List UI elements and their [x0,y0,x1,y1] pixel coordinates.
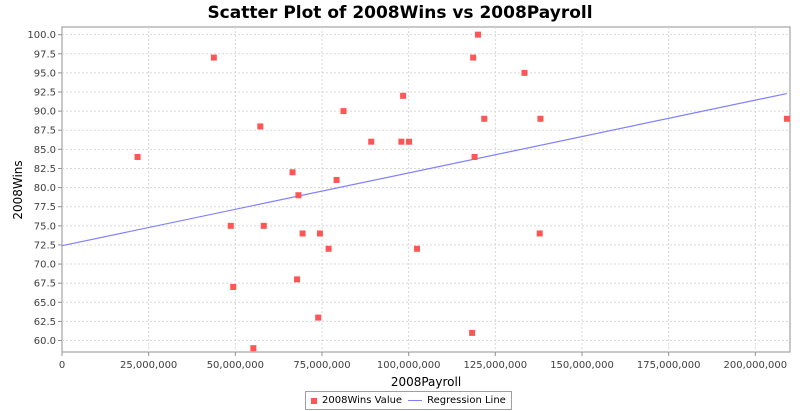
axis-ticks: 0 25,000,000 50,000,000 75,000,000 100,000,0… [27,30,787,371]
data-point [521,69,528,76]
data-point [400,92,407,99]
data-point [368,138,375,145]
grid [62,27,790,352]
regression-line [61,92,788,247]
data-point [299,230,306,237]
data-point [227,222,234,229]
data-point [469,329,476,336]
x-tick-label: 50,000,000 [207,360,264,371]
data-point [295,192,302,199]
data-point [537,115,544,122]
x-tick-label: 175,000,000 [637,360,701,371]
data-point [398,138,405,145]
y-tick-label: 100.0 [27,30,56,41]
y-tick-label: 82.5 [34,164,56,175]
data-point [340,108,347,115]
y-tick-label: 85.0 [34,145,56,156]
data-point [315,314,322,321]
data-point [536,230,543,237]
legend-item-regression: Regression Line [408,395,506,406]
y-tick-label: 90.0 [34,107,56,118]
y-tick-label: 97.5 [34,49,56,60]
data-point [230,284,237,290]
data-point [289,169,296,176]
x-tick-label: 0 [59,360,65,371]
chart-title: Scatter Plot of 2008Wins vs 2008Payroll [207,3,593,23]
x-axis-label: 2008Payroll [391,375,461,389]
y-tick-label: 80.0 [34,183,56,194]
data-point [413,245,420,252]
y-tick-label: 70.0 [34,260,56,271]
data-point [294,276,301,283]
legend-item-points: 2008Wins Value [311,395,402,406]
x-tick-label: 125,000,000 [464,360,528,371]
data-point [325,245,332,252]
y-tick-label: 62.5 [34,317,56,328]
data-point [250,345,257,352]
plot-area [61,26,791,353]
legend-marker-line [408,400,423,401]
x-tick-label: 100,000,000 [377,360,441,371]
x-tick-label: 150,000,000 [550,360,614,371]
data-point [134,154,141,160]
x-tick-label: 75,000,000 [293,360,350,371]
legend: 2008Wins Value Regression Line [305,391,512,410]
data-point [481,115,488,122]
data-point [471,154,478,160]
y-tick-label: 67.5 [34,279,56,290]
data-point [783,115,790,122]
data-point [257,123,264,130]
data-point [406,138,413,145]
y-tick-label: 77.5 [34,202,56,213]
data-point [470,54,477,61]
legend-label-points: 2008Wins Value [322,395,403,406]
regression-layer [61,92,788,247]
y-tick-label: 75.0 [34,221,56,232]
y-tick-label: 92.5 [34,88,56,99]
y-tick-label: 95.0 [34,68,56,79]
x-tick-label: 200,000,000 [724,360,788,371]
data-point [210,54,217,61]
x-tick-label: 25,000,000 [120,360,177,371]
data-point [316,230,323,237]
y-axis-label: 2008Wins [11,160,25,219]
data-point [260,222,267,229]
legend-marker-square [311,397,317,404]
y-tick-label: 60.0 [34,336,56,347]
y-tick-label: 72.5 [34,240,56,251]
legend-label-regression: Regression Line [427,395,506,406]
data-point [333,176,340,183]
points-layer [134,31,790,352]
data-point [475,31,481,38]
y-tick-label: 65.0 [34,298,56,309]
y-tick-label: 87.5 [34,126,56,137]
